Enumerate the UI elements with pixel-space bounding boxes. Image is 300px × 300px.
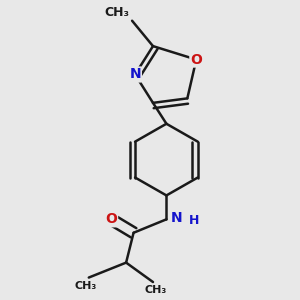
Text: N: N bbox=[171, 211, 183, 225]
Text: CH₃: CH₃ bbox=[104, 6, 129, 19]
Text: N: N bbox=[129, 68, 141, 82]
Text: CH₃: CH₃ bbox=[145, 285, 167, 295]
Text: O: O bbox=[190, 52, 202, 67]
Text: CH₃: CH₃ bbox=[75, 280, 97, 290]
Text: H: H bbox=[189, 214, 199, 227]
Text: O: O bbox=[105, 212, 117, 226]
